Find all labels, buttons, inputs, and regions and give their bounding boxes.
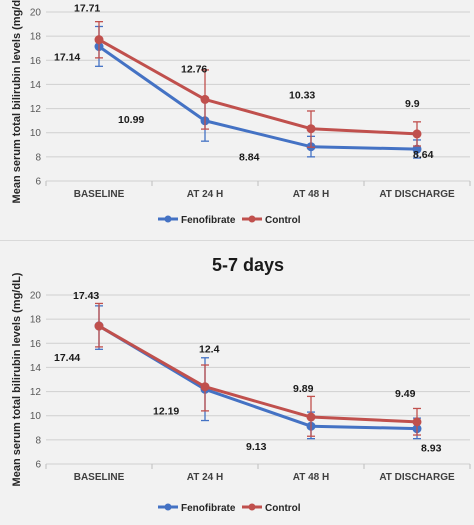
legend-marker [248, 215, 256, 223]
chart-panel-bottom: 5-7 days 6 8 10 12 14 16 18 20 BASELINE AT 24 H AT … [0, 241, 474, 525]
y-tick-label: 10 [30, 411, 42, 422]
data-point [412, 417, 422, 427]
chart-title: 5-7 days [212, 255, 284, 275]
chart-top-svg: 6 8 10 12 14 16 18 20 BASELINE AT 24 H AT 48 H AT D… [11, 0, 471, 226]
data-label: 10.33 [289, 90, 315, 102]
data-label: 17.43 [73, 290, 99, 302]
data-label: 9.49 [395, 388, 416, 400]
legend: Fenofibrate Control [158, 215, 301, 226]
y-tick-label: 18 [30, 32, 42, 43]
y-tick-label: 16 [30, 339, 42, 350]
data-label: 12.76 [181, 63, 207, 75]
y-tick-label: 6 [35, 460, 41, 471]
y-tick-label: 6 [35, 177, 41, 188]
data-label: 8.93 [421, 443, 442, 455]
y-axis-label: Mean serum total bilirubin levels (mg/dL… [11, 272, 23, 486]
x-tick-label: BASELINE [74, 472, 125, 483]
chart-bottom-svg: 5-7 days 6 8 10 12 14 16 18 20 BASELINE AT 24 H AT … [11, 255, 471, 514]
series-fenofibrate [94, 25, 422, 159]
x-tick-label: BASELINE [74, 189, 125, 200]
y-tick-label: 14 [30, 363, 42, 374]
legend-entry: Fenofibrate [181, 503, 236, 514]
data-label: 12.4 [199, 344, 220, 356]
y-tick-label: 14 [30, 80, 42, 91]
data-label: 9.9 [405, 98, 420, 110]
data-point [200, 94, 210, 104]
y-tick-label: 18 [30, 315, 42, 326]
x-tick-label: AT 24 H [187, 472, 224, 483]
chart-panel-top: 6 8 10 12 14 16 18 20 BASELINE AT 24 H AT 48 H AT D… [0, 0, 474, 241]
y-tick-label: 12 [30, 387, 42, 398]
data-point [200, 382, 210, 392]
data-label: 12.19 [153, 405, 179, 417]
legend-entry: Control [265, 503, 301, 514]
data-point [94, 321, 104, 331]
legend-marker [164, 503, 172, 511]
data-point [94, 35, 104, 45]
series-line [98, 324, 418, 424]
series-control [94, 21, 422, 148]
data-label: 8.84 [239, 152, 260, 164]
y-tick-label: 8 [35, 152, 41, 163]
x-tick-label: AT DISCHARGE [379, 472, 455, 483]
data-label: 10.99 [118, 114, 144, 126]
x-tick-label: AT 48 H [293, 189, 330, 200]
legend: Fenofibrate Control [158, 503, 301, 514]
y-tick-label: 20 [30, 8, 42, 19]
y-tick-label: 10 [30, 128, 42, 139]
y-axis-label: Mean serum total bilirubin levels (mg/dL… [11, 0, 23, 203]
legend-entry: Control [265, 215, 301, 226]
data-point [306, 124, 316, 134]
legend-marker [164, 215, 172, 223]
data-point [306, 412, 316, 422]
y-tick-label: 12 [30, 104, 42, 115]
series-line [98, 45, 418, 151]
data-label: 9.13 [246, 441, 267, 453]
legend-entry: Fenofibrate [181, 215, 236, 226]
y-tick-label: 20 [30, 291, 42, 302]
data-label: 17.14 [54, 52, 80, 64]
x-tick-label: AT DISCHARGE [379, 189, 455, 200]
data-label: 17.71 [74, 3, 100, 15]
y-tick-label: 16 [30, 56, 42, 67]
series-line [98, 38, 418, 136]
data-label: 17.44 [54, 352, 80, 364]
x-tick-label: AT 48 H [293, 472, 330, 483]
data-label: 9.89 [293, 383, 314, 395]
series-line [98, 324, 418, 431]
data-point [412, 129, 422, 139]
y-tick-label: 8 [35, 435, 41, 446]
x-tick-label: AT 24 H [187, 189, 224, 200]
legend-marker [248, 503, 256, 511]
data-label: 8.64 [413, 149, 434, 161]
series-control [94, 302, 422, 437]
